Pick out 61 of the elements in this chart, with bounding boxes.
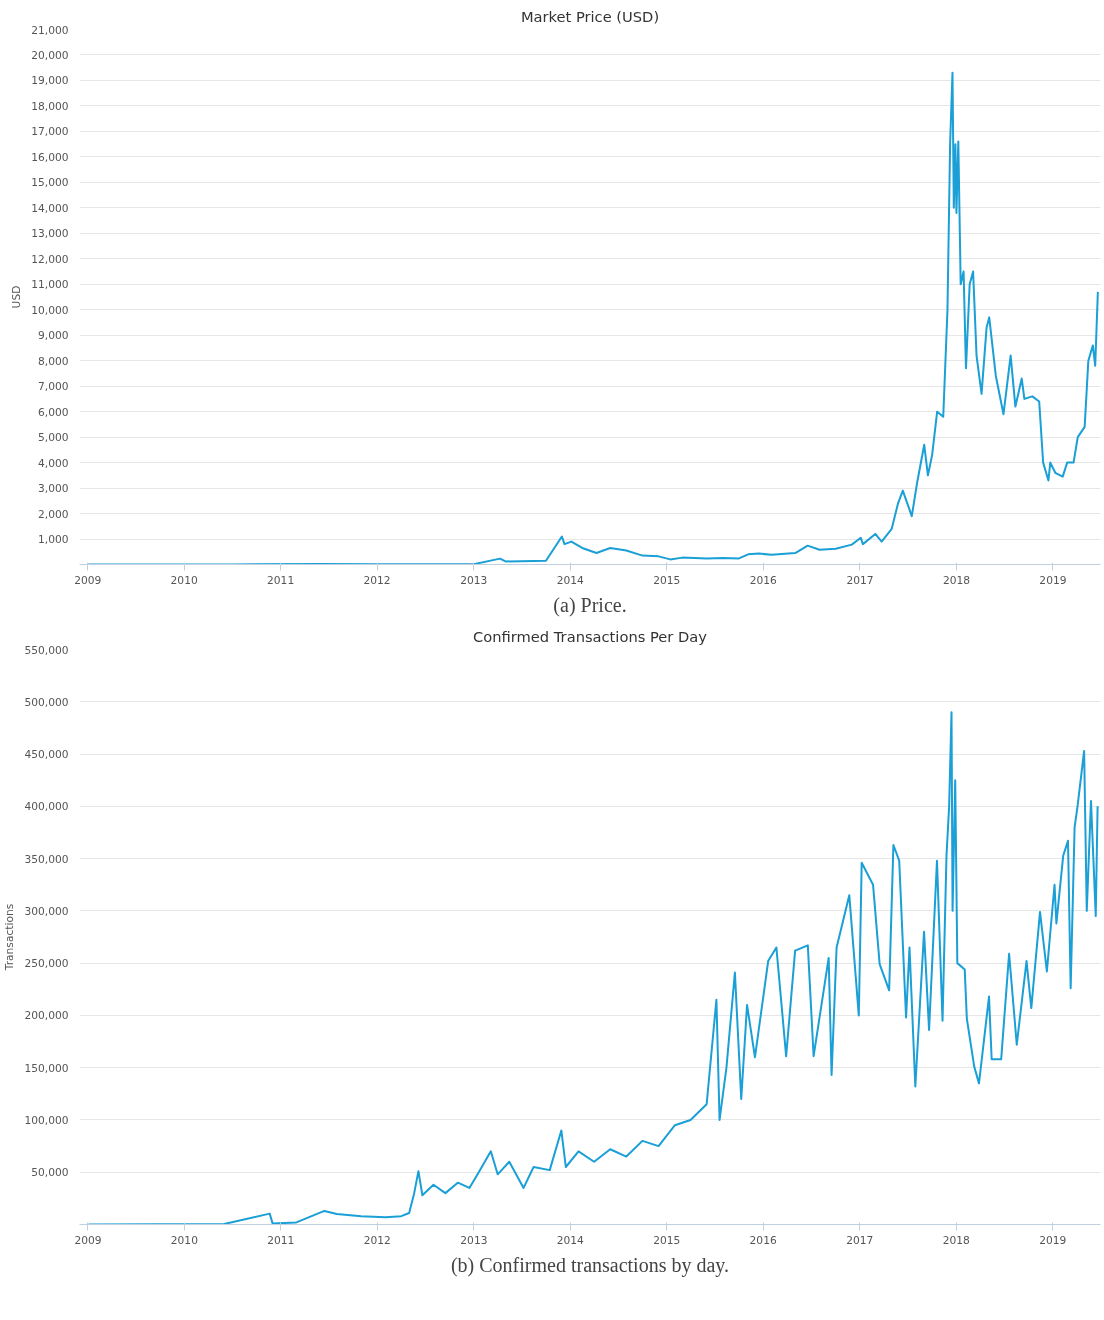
x-tick-label: 2017	[846, 1233, 874, 1247]
x-tick-label: 2012	[363, 573, 391, 587]
y-tick-label: 350,000	[24, 852, 69, 866]
y-tick-label: 14,000	[31, 201, 69, 215]
x-tick-label: 2019	[1039, 1233, 1067, 1247]
x-tick-label: 2009	[74, 573, 102, 587]
x-tick-label: 2009	[74, 1233, 102, 1247]
x-tick-label: 2018	[942, 1233, 971, 1247]
y-tick-label: 7,000	[37, 380, 69, 394]
x-tick-label: 2016	[749, 573, 778, 587]
y-tick-label: 21,000	[31, 23, 69, 37]
y-tick-label: 500,000	[24, 695, 69, 709]
x-tick-label: 2018	[942, 573, 971, 587]
y-tick-label: 8,000	[37, 354, 69, 368]
y-tick-label: 9,000	[37, 329, 69, 343]
y-tick-label: 20,000	[31, 48, 69, 62]
y-tick-label: 13,000	[31, 227, 69, 241]
chart-title: Confirmed Transactions Per Day	[473, 627, 708, 645]
y-tick-label: 15,000	[31, 176, 69, 190]
y-tick-label: 50,000	[31, 1166, 69, 1180]
x-tick-label: 2016	[749, 1233, 777, 1247]
x-tick-label: 2012	[363, 1233, 391, 1247]
x-tick-label: 2013	[460, 1233, 488, 1247]
x-tick-label: 2010	[170, 573, 198, 587]
y-tick-label: 150,000	[24, 1061, 69, 1075]
text: (b) Confirmed transactions by day.	[450, 1253, 730, 1277]
x-tick-label: 2013	[460, 573, 488, 587]
y-tick-label: 4,000	[37, 456, 69, 470]
y-tick-label: 5,000	[37, 431, 69, 445]
line-series	[87, 711, 1099, 1225]
y-tick-label: 6,000	[37, 405, 69, 419]
y-tick-label: 17,000	[31, 125, 69, 139]
y-tick-label: 300,000	[24, 904, 69, 918]
y-axis-title: USD	[10, 285, 24, 309]
x-tick-label: 2014	[556, 573, 585, 587]
y-axis-title: Transactions	[3, 903, 17, 972]
y-tick-label: 550,000	[24, 643, 69, 657]
y-tick-label: 19,000	[31, 74, 69, 88]
x-tick-label: 2014	[556, 1233, 585, 1247]
y-tick-label: 450,000	[24, 748, 69, 762]
x-tick-label: 2011	[267, 1233, 295, 1247]
y-tick-label: 250,000	[24, 957, 69, 971]
y-tick-label: 18,000	[31, 99, 69, 113]
chart-title: Market Price (USD)	[520, 7, 660, 25]
y-tick-label: 400,000	[24, 800, 69, 814]
y-tick-label: 10,000	[31, 303, 69, 317]
x-tick-label: 2015	[653, 1233, 681, 1247]
x-tick-label: 2010	[170, 1233, 199, 1247]
y-tick-label: 2,000	[37, 507, 69, 521]
text: (a) Price.	[553, 593, 627, 617]
x-tick-label: 2017	[846, 573, 874, 587]
y-tick-label: 3,000	[37, 482, 69, 496]
y-tick-label: 1,000	[37, 533, 69, 547]
x-tick-label: 2019	[1039, 573, 1067, 587]
x-tick-label: 2011	[267, 573, 295, 587]
x-tick-label: 2015	[653, 573, 681, 587]
y-tick-label: 12,000	[31, 252, 69, 266]
y-tick-label: 11,000	[31, 278, 69, 292]
y-tick-label: 16,000	[31, 150, 69, 164]
y-tick-label: 100,000	[24, 1113, 69, 1127]
y-tick-label: 200,000	[24, 1009, 69, 1023]
